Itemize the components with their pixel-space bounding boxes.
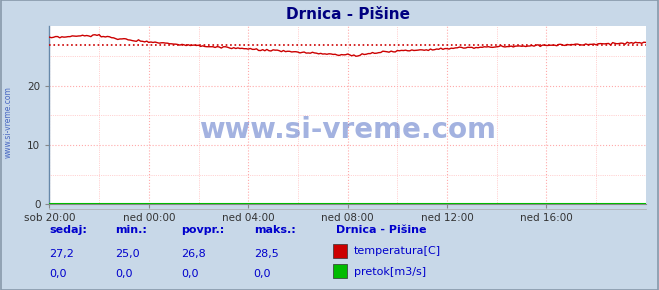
Text: min.:: min.:: [115, 225, 147, 235]
Text: maks.:: maks.:: [254, 225, 295, 235]
Title: Drnica - Pišine: Drnica - Pišine: [285, 7, 410, 22]
Text: 0,0: 0,0: [49, 269, 67, 279]
Text: www.si-vreme.com: www.si-vreme.com: [3, 86, 13, 158]
Text: Drnica - Pišine: Drnica - Pišine: [336, 225, 426, 235]
Text: 0,0: 0,0: [115, 269, 133, 279]
Text: 26,8: 26,8: [181, 249, 206, 259]
Text: 0,0: 0,0: [254, 269, 272, 279]
Text: 25,0: 25,0: [115, 249, 140, 259]
Text: pretok[m3/s]: pretok[m3/s]: [354, 267, 426, 277]
Text: sedaj:: sedaj:: [49, 225, 87, 235]
Text: www.si-vreme.com: www.si-vreme.com: [199, 115, 496, 144]
Text: temperatura[C]: temperatura[C]: [354, 246, 441, 256]
Text: 28,5: 28,5: [254, 249, 279, 259]
Text: povpr.:: povpr.:: [181, 225, 225, 235]
Text: 0,0: 0,0: [181, 269, 199, 279]
Text: 27,2: 27,2: [49, 249, 74, 259]
